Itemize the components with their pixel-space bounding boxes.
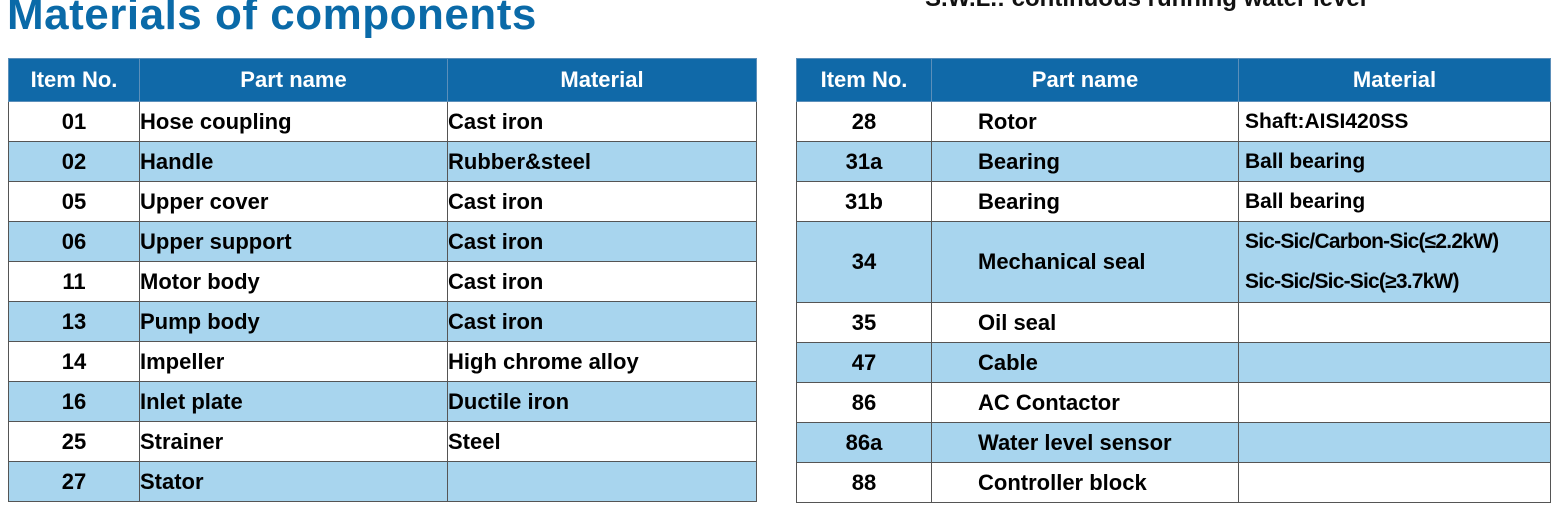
table-gap [757, 58, 795, 510]
table-header-row: Item No. Part name Material [796, 58, 1551, 102]
materials-table-left: Item No. Part name Material 01 Hose coupl… [8, 58, 757, 502]
material-cell: Cast iron [447, 261, 757, 302]
material-cell: Ball bearing [1238, 141, 1551, 182]
table-row: 11 Motor body Cast iron [8, 261, 757, 302]
part-name-cell: Handle [139, 141, 448, 182]
part-name-cell: Mechanical seal [931, 221, 1239, 303]
part-name-cell: Controller block [931, 462, 1239, 503]
col-header-item-no: Item No. [796, 58, 932, 102]
col-header-part-name: Part name [139, 58, 448, 102]
col-header-material: Material [447, 58, 757, 102]
part-name-cell: Upper support [139, 221, 448, 262]
table-row: 34 Mechanical seal Sic-Sic/Carbon-Sic(≤2… [796, 221, 1551, 303]
material-cell: Cast iron [447, 301, 757, 342]
material-cell: Cast iron [447, 221, 757, 262]
cut-off-note: S.W.L.: continuous running water level [925, 0, 1366, 13]
material-cell: Sic-Sic/Carbon-Sic(≤2.2kW) Sic-Sic/Sic-S… [1238, 221, 1551, 303]
part-name-cell: Water level sensor [931, 422, 1239, 463]
table-header-row: Item No. Part name Material [8, 58, 757, 102]
material-cell: Steel [447, 421, 757, 462]
part-name-cell: AC Contactor [931, 382, 1239, 423]
material-cell: Rubber&steel [447, 141, 757, 182]
item-no-cell: 25 [8, 421, 140, 462]
item-no-cell: 28 [796, 101, 932, 142]
part-name-cell: Inlet plate [139, 381, 448, 422]
table-row: 02 Handle Rubber&steel [8, 141, 757, 182]
part-name-cell: Cable [931, 342, 1239, 383]
part-name-cell: Motor body [139, 261, 448, 302]
table-row: 31a Bearing Ball bearing [796, 141, 1551, 182]
material-cell: Shaft:AISI420SS [1238, 101, 1551, 142]
table-row: 16 Inlet plate Ductile iron [8, 381, 757, 422]
item-no-cell: 27 [8, 461, 140, 502]
material-cell: Cast iron [447, 101, 757, 142]
part-name-cell: Hose coupling [139, 101, 448, 142]
item-no-cell: 16 [8, 381, 140, 422]
item-no-cell: 34 [796, 221, 932, 303]
item-no-cell: 86 [796, 382, 932, 423]
material-cell: Ductile iron [447, 381, 757, 422]
table-row: 25 Strainer Steel [8, 421, 757, 462]
page-title: Materials of components [7, 0, 537, 39]
item-no-cell: 86a [796, 422, 932, 463]
table-row: 86 AC Contactor [796, 382, 1551, 423]
part-name-cell: Stator [139, 461, 448, 502]
table-row: 14 Impeller High chrome alloy [8, 341, 757, 382]
materials-table-right: Item No. Part name Material 28 Rotor Shaft… [796, 58, 1551, 503]
item-no-cell: 31b [796, 181, 932, 222]
part-name-cell: Pump body [139, 301, 448, 342]
item-no-cell: 11 [8, 261, 140, 302]
table-row: 06 Upper support Cast iron [8, 221, 757, 262]
material-cell [1238, 302, 1551, 343]
part-name-cell: Oil seal [931, 302, 1239, 343]
table-row: 27 Stator [8, 461, 757, 502]
part-name-cell: Rotor [931, 101, 1239, 142]
table-row: 13 Pump body Cast iron [8, 301, 757, 342]
col-header-part-name: Part name [931, 58, 1239, 102]
table-row: 28 Rotor Shaft:AISI420SS [796, 101, 1551, 142]
col-header-material: Material [1238, 58, 1551, 102]
material-cell [1238, 342, 1551, 383]
col-header-item-no: Item No. [8, 58, 140, 102]
item-no-cell: 88 [796, 462, 932, 503]
item-no-cell: 35 [796, 302, 932, 343]
table-row: 88 Controller block [796, 462, 1551, 503]
material-cell [1238, 462, 1551, 503]
part-name-cell: Bearing [931, 181, 1239, 222]
table-row: 05 Upper cover Cast iron [8, 181, 757, 222]
table-row: 86a Water level sensor [796, 422, 1551, 463]
table-row: 01 Hose coupling Cast iron [8, 101, 757, 142]
material-cell: Cast iron [447, 181, 757, 222]
item-no-cell: 05 [8, 181, 140, 222]
material-cell [1238, 382, 1551, 423]
item-no-cell: 06 [8, 221, 140, 262]
material-line-2: Sic-Sic/Sic-Sic(≥3.7kW) [1245, 270, 1460, 293]
material-line-1: Sic-Sic/Carbon-Sic(≤2.2kW) [1245, 230, 1499, 253]
item-no-cell: 31a [796, 141, 932, 182]
part-name-cell: Impeller [139, 341, 448, 382]
part-name-cell: Strainer [139, 421, 448, 462]
item-no-cell: 02 [8, 141, 140, 182]
item-no-cell: 01 [8, 101, 140, 142]
material-cell [1238, 422, 1551, 463]
part-name-cell: Bearing [931, 141, 1239, 182]
item-no-cell: 13 [8, 301, 140, 342]
part-name-cell: Upper cover [139, 181, 448, 222]
material-cell [447, 461, 757, 502]
table-row: 31b Bearing Ball bearing [796, 181, 1551, 222]
material-cell: Ball bearing [1238, 181, 1551, 222]
table-row: 35 Oil seal [796, 302, 1551, 343]
table-row: 47 Cable [796, 342, 1551, 383]
material-cell: High chrome alloy [447, 341, 757, 382]
item-no-cell: 14 [8, 341, 140, 382]
item-no-cell: 47 [796, 342, 932, 383]
